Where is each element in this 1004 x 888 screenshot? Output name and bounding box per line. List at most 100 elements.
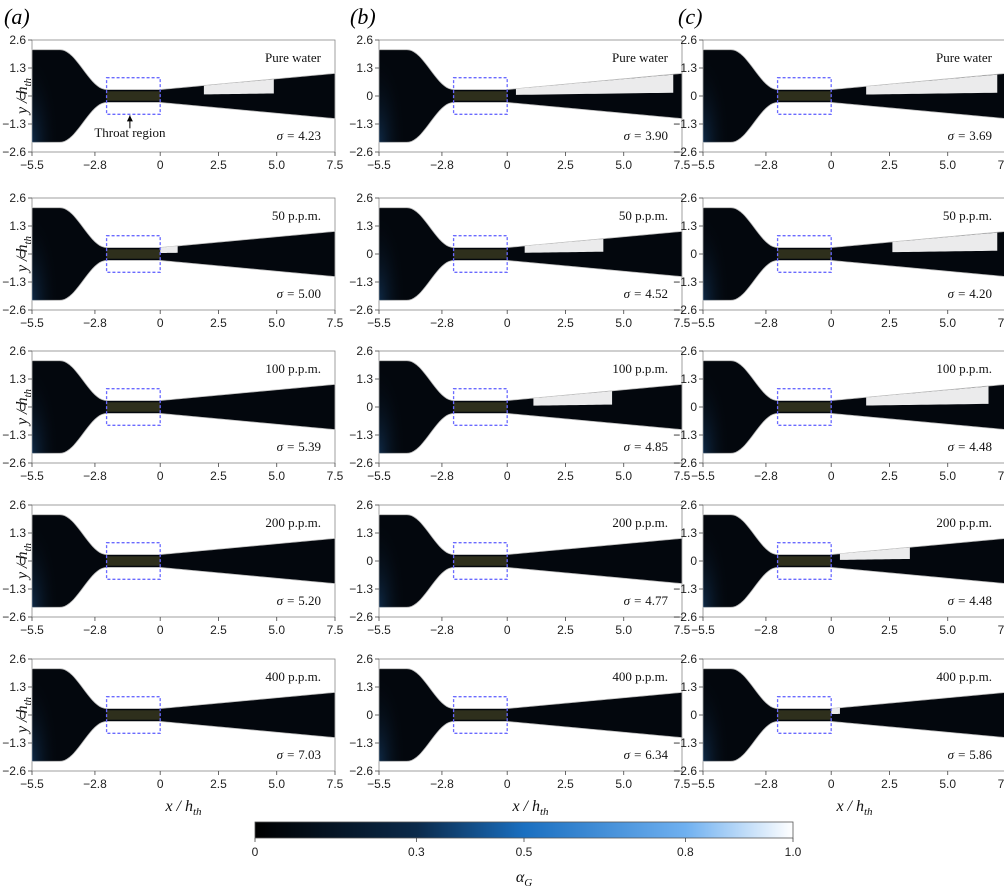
throat-glow — [453, 556, 508, 566]
throat-glow — [453, 710, 508, 720]
throat-region-box — [105, 77, 161, 115]
sigma-label: σ = 6.34 — [624, 747, 669, 762]
x-tick-label: −5.5 — [20, 623, 44, 637]
y-tick-label: −2.6 — [2, 456, 26, 470]
y-tick-label: 0 — [690, 400, 697, 414]
x-tick-label: 0 — [157, 316, 164, 330]
throat-glow — [106, 249, 161, 259]
y-tick-label: −1.3 — [2, 275, 26, 289]
sigma-label: σ = 4.23 — [277, 128, 321, 143]
y-tick-label: −1.3 — [349, 428, 373, 442]
x-tick-label: 5.0 — [615, 316, 632, 330]
y-tick-label: 1.3 — [9, 372, 26, 386]
vapor-cavity — [866, 386, 989, 406]
y-tick-label: 1.3 — [680, 372, 697, 386]
y-tick-label: 1.3 — [9, 61, 26, 75]
sigma-label: σ = 3.69 — [948, 128, 992, 143]
inlet-glow — [379, 49, 407, 143]
throat-region-box — [105, 696, 161, 734]
x-tick-label: −2.8 — [754, 469, 778, 483]
x-tick-label: −5.5 — [367, 158, 391, 172]
nozzle-body — [31, 49, 336, 143]
x-tick-label: −5.5 — [691, 469, 715, 483]
x-tick-label: 0 — [504, 623, 511, 637]
y-tick-label: 0 — [19, 247, 26, 261]
x-tick-label: 2.5 — [881, 777, 898, 791]
x-tick-label: −2.8 — [754, 777, 778, 791]
colorbar-tick-label: 0 — [252, 845, 259, 859]
x-tick-label: 2.5 — [881, 623, 898, 637]
y-tick-label: −1.3 — [673, 117, 697, 131]
y-tick-label: 1.3 — [680, 526, 697, 540]
y-tick-label: 0 — [366, 247, 373, 261]
panel-r3-c2: −5.5 −2.8 0 2.5 5.0 7.5 2.6 1.3 0 −1.3 −2.6 200 p.p… — [673, 498, 1004, 637]
panel-r1-c2: −5.5 −2.8 0 2.5 5.0 7.5 2.6 1.3 0 −1.3 −2.6 50 p.p.… — [673, 191, 1004, 330]
throat-glow — [777, 556, 832, 566]
y-tick-label: −1.3 — [673, 582, 697, 596]
x-tick-label: 0 — [828, 469, 835, 483]
x-tick-label: 0 — [504, 469, 511, 483]
x-tick-label: 0 — [504, 316, 511, 330]
y-axis-label: y / hth — [14, 542, 34, 581]
y-tick-label: −2.6 — [673, 145, 697, 159]
row-label: 100 p.p.m. — [936, 361, 992, 376]
y-tick-label: 0 — [366, 708, 373, 722]
throat-glow — [106, 556, 161, 566]
x-tick-label: 5.0 — [268, 469, 285, 483]
x-tick-label: 2.5 — [557, 469, 574, 483]
y-tick-label: 2.6 — [9, 191, 26, 205]
x-tick-label: 5.0 — [615, 777, 632, 791]
x-tick-label: −2.8 — [754, 623, 778, 637]
y-tick-label: 0 — [19, 89, 26, 103]
throat-region-box — [776, 388, 832, 426]
x-tick-label: 5.0 — [268, 777, 285, 791]
x-tick-label: 0 — [157, 158, 164, 172]
x-tick-label: −2.8 — [430, 158, 454, 172]
throat-region-box — [452, 235, 508, 273]
sigma-label: σ = 4.52 — [624, 286, 668, 301]
x-tick-label: 0 — [828, 158, 835, 172]
vapor-cavity — [831, 707, 840, 715]
x-tick-label: −2.8 — [754, 158, 778, 172]
y-tick-label: 1.3 — [9, 526, 26, 540]
y-tick-label: 1.3 — [680, 680, 697, 694]
vapor-cavity — [524, 238, 604, 253]
colorbar: 0 0.3 0.5 0.8 1.0 αG — [252, 821, 802, 888]
colorbar-label: αG — [516, 869, 532, 888]
x-tick-label: −5.5 — [367, 469, 391, 483]
y-tick-label: 0 — [690, 247, 697, 261]
x-tick-label: 5.0 — [615, 623, 632, 637]
x-tick-label: −5.5 — [691, 623, 715, 637]
x-tick-label: 7.5 — [674, 316, 691, 330]
y-tick-label: 1.3 — [356, 680, 373, 694]
y-tick-label: −2.6 — [673, 610, 697, 624]
x-tick-label: −5.5 — [20, 158, 44, 172]
y-tick-label: 2.6 — [680, 652, 697, 666]
y-tick-label: −2.6 — [2, 303, 26, 317]
row-label: 200 p.p.m. — [265, 515, 321, 530]
x-tick-label: 7.5 — [674, 623, 691, 637]
y-tick-label: 0 — [366, 554, 373, 568]
inlet-glow — [32, 49, 60, 143]
throat-region-box — [776, 77, 832, 115]
y-tick-label: −1.3 — [349, 736, 373, 750]
x-tick-label: 2.5 — [557, 623, 574, 637]
sigma-label: σ = 5.86 — [948, 747, 993, 762]
y-axis-label: y / hth — [14, 77, 34, 116]
x-tick-label: −5.5 — [367, 623, 391, 637]
throat-region-box — [105, 388, 161, 426]
panel-r1-c1: −5.5 −2.8 0 2.5 5.0 7.5 2.6 1.3 0 −1.3 −2.6 50 p.p.… — [349, 191, 690, 330]
x-tick-label: 0 — [828, 623, 835, 637]
y-tick-label: −2.6 — [349, 610, 373, 624]
x-tick-label: 5.0 — [615, 469, 632, 483]
x-tick-label: 0 — [157, 469, 164, 483]
x-tick-label: 5.0 — [939, 777, 956, 791]
row-label: 400 p.p.m. — [612, 669, 668, 684]
y-tick-label: 2.6 — [9, 344, 26, 358]
inlet-glow — [703, 49, 731, 143]
inlet-glow — [32, 360, 60, 454]
y-tick-label: 2.6 — [680, 344, 697, 358]
x-tick-label: 0 — [157, 623, 164, 637]
x-tick-label: 2.5 — [881, 316, 898, 330]
